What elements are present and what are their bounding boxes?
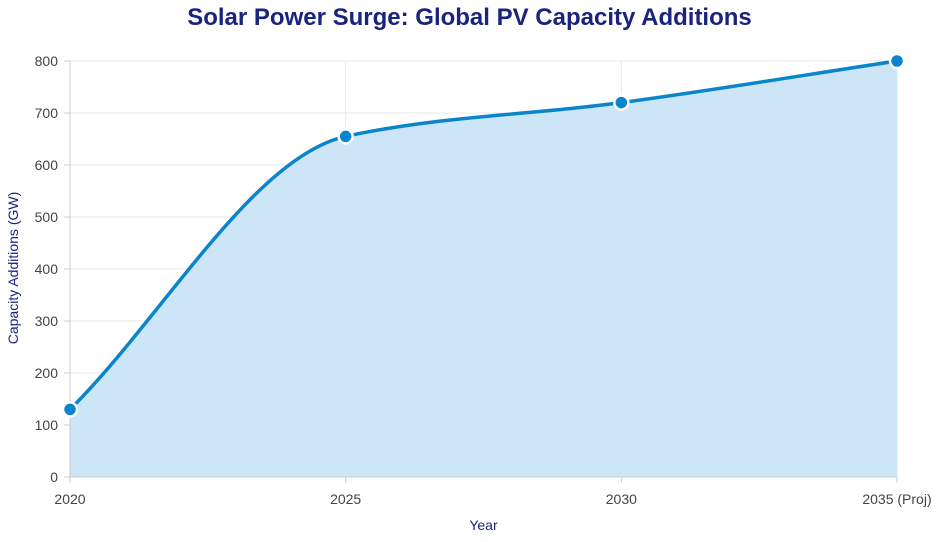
x-tick-label: 2030 <box>606 491 637 507</box>
chart-title: Solar Power Surge: Global PV Capacity Ad… <box>187 4 752 31</box>
y-tick-label: 600 <box>35 157 59 173</box>
y-tick-label: 400 <box>35 261 59 277</box>
series-area-fill <box>70 61 897 477</box>
x-axis-label: Year <box>469 517 498 533</box>
y-tick-label: 800 <box>35 53 59 69</box>
y-axis-label: Capacity Additions (GW) <box>5 192 21 345</box>
x-tick-label: 2020 <box>54 491 85 507</box>
y-tick-label: 500 <box>35 209 59 225</box>
data-points <box>61 52 906 418</box>
y-tick-label: 700 <box>35 105 59 121</box>
y-axis-ticks: 0 100 200 300 400 500 600 700 800 <box>35 53 70 485</box>
y-tick-label: 200 <box>35 365 59 381</box>
data-point <box>613 94 630 111</box>
data-point <box>61 401 79 418</box>
y-tick-label: 300 <box>35 313 59 329</box>
x-tick-label: 2025 <box>330 491 361 507</box>
series-line <box>68 59 898 411</box>
data-point <box>337 128 354 145</box>
y-tick-label: 0 <box>50 469 58 485</box>
data-point <box>888 52 906 70</box>
x-tick-label: 2035 (Proj) <box>862 491 931 507</box>
y-tick-label: 100 <box>35 417 59 433</box>
x-axis-ticks: 2020 2025 2030 2035 (Proj) <box>54 477 932 507</box>
